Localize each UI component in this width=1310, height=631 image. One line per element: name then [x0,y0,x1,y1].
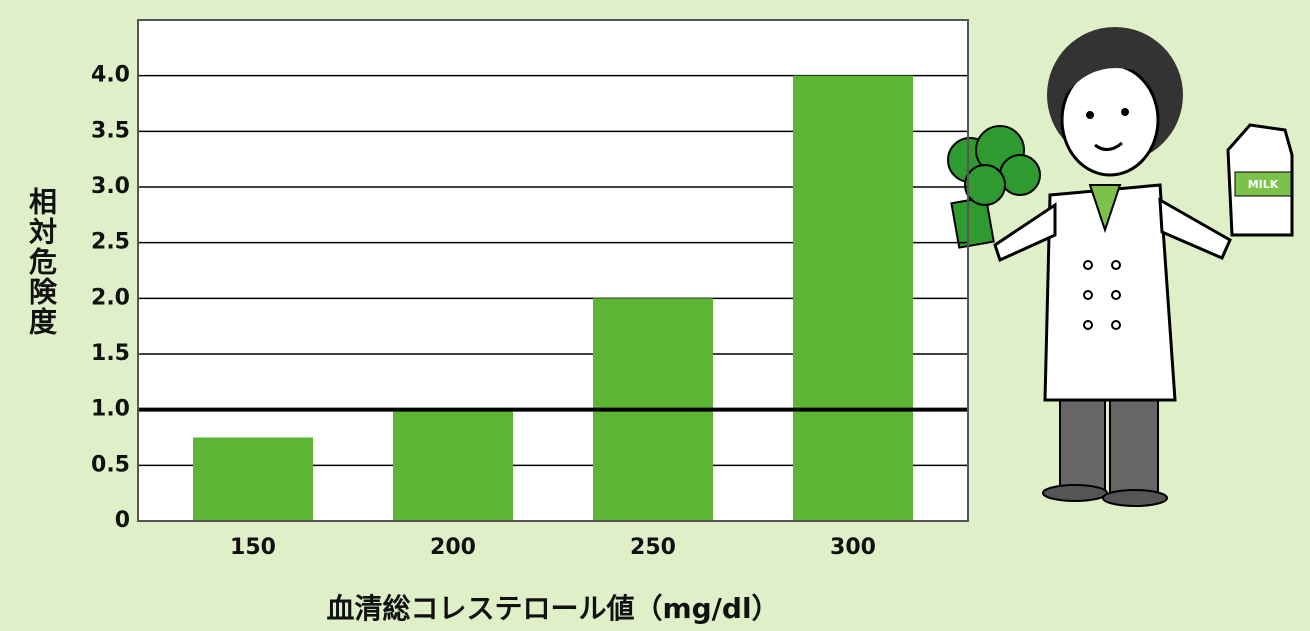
y-tick-label: 2.5 [91,230,130,255]
y-tick-label: 2.0 [91,285,130,310]
y-tick-label: 4.0 [91,63,130,88]
y-tick-label: 1.0 [91,397,130,422]
x-tick-label: 200 [430,535,476,560]
x-tick-label: 300 [830,535,876,560]
illustration: MILK [947,27,1294,507]
y-tick-label: 3.5 [91,118,130,143]
bar [393,409,513,521]
y-tick-label: 3.0 [91,174,130,199]
x-axis-label: 血清総コレステロール値（mg/dl） [326,592,779,625]
plot-frame [137,19,969,522]
y-tick-label: 0.5 [91,452,130,477]
bar [793,75,913,522]
bar [193,437,313,521]
y-tick-label: 0 [115,508,130,533]
carton-label: MILK [1248,178,1279,191]
y-axis-label: 相対危険度 [25,187,58,337]
y-tick-label: 1.5 [91,341,130,366]
x-tick-label: 250 [630,535,676,560]
x-tick-label: 150 [230,535,276,560]
